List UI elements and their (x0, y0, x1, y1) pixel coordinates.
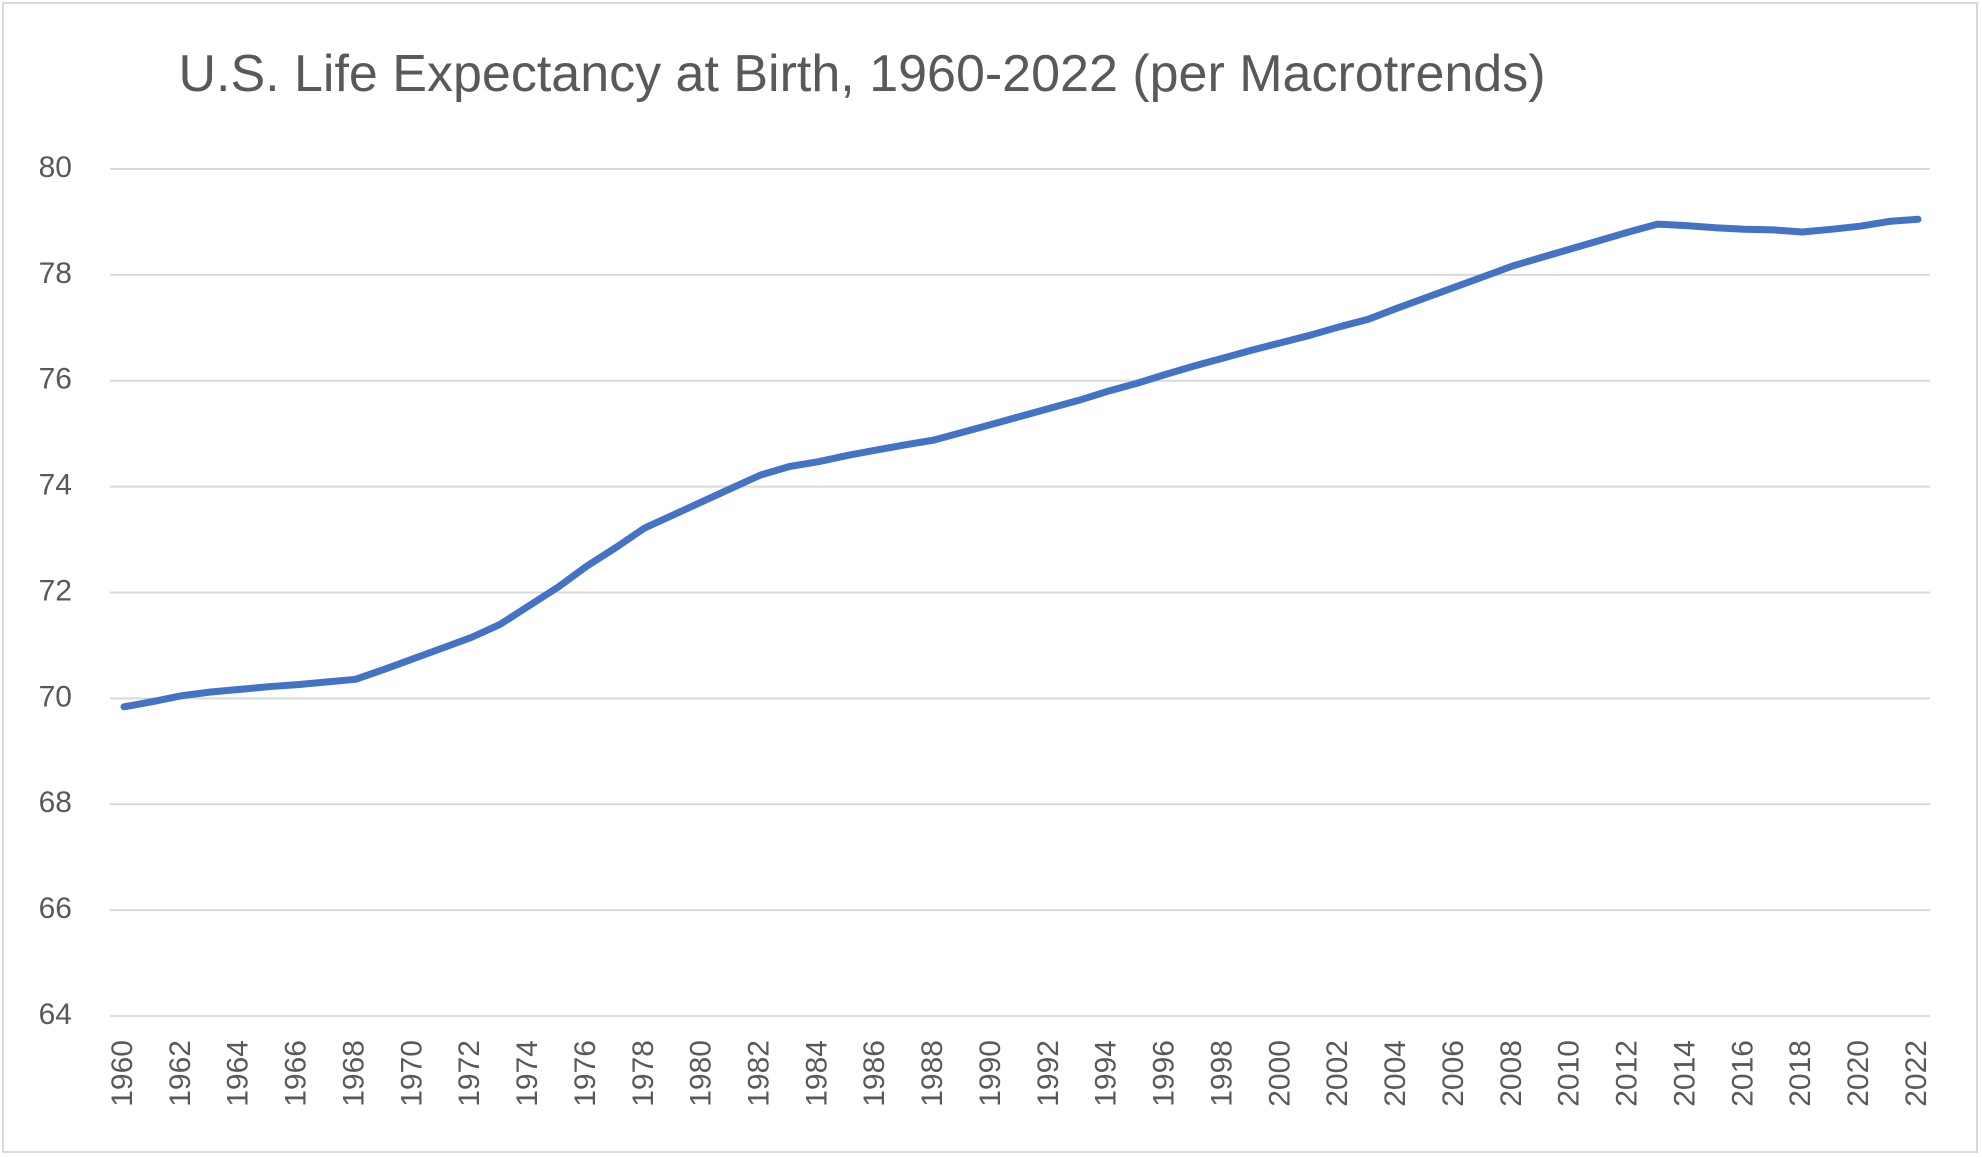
x-tick-label: 2018 (1784, 1040, 1817, 1107)
y-axis-tick-labels: 64 66 68 70 72 74 76 78 80 (39, 151, 72, 1031)
x-tick-label: 2004 (1379, 1040, 1412, 1107)
y-tick-label: 76 (39, 363, 72, 396)
series-line (120, 215, 1922, 711)
chart-title: U.S. Life Expectancy at Birth, 1960-2022… (178, 45, 1546, 103)
x-tick-label: 1984 (800, 1040, 833, 1107)
x-tick-label: 2020 (1842, 1040, 1875, 1107)
x-tick-label: 1982 (743, 1040, 776, 1107)
x-tick-label: 2014 (1668, 1040, 1701, 1107)
x-tick-label: 1990 (974, 1040, 1007, 1107)
x-tick-label: 1986 (858, 1040, 891, 1107)
series-group (120, 215, 1922, 711)
x-tick-label: 2012 (1611, 1040, 1644, 1107)
y-tick-label: 68 (39, 786, 72, 819)
x-tick-label: 1960 (106, 1040, 139, 1107)
y-tick-label: 72 (39, 574, 72, 607)
x-tick-label: 2006 (1437, 1040, 1470, 1107)
y-tick-label: 74 (39, 469, 72, 502)
x-tick-label: 1980 (685, 1040, 718, 1107)
gridlines (110, 168, 1930, 1017)
y-tick-label: 78 (39, 257, 72, 290)
x-tick-label: 1992 (1032, 1040, 1065, 1107)
y-tick-label: 80 (39, 151, 72, 184)
y-tick-label: 66 (39, 892, 72, 925)
x-tick-label: 1966 (280, 1040, 313, 1107)
x-tick-label: 2002 (1321, 1040, 1354, 1107)
y-tick-label: 64 (39, 998, 72, 1031)
x-axis-tick-labels: 1960 1962 1964 1966 1968 1970 1972 1974 1976 1978… (106, 1040, 1933, 1107)
x-tick-label: 1978 (627, 1040, 660, 1107)
x-tick-label: 1974 (511, 1040, 544, 1107)
x-tick-label: 1968 (337, 1040, 370, 1107)
x-tick-label: 1996 (1148, 1040, 1181, 1107)
x-tick-label: 2010 (1553, 1040, 1586, 1107)
x-tick-label: 1988 (916, 1040, 949, 1107)
x-tick-label: 2016 (1726, 1040, 1759, 1107)
x-tick-label: 1976 (569, 1040, 602, 1107)
x-tick-label: 1970 (395, 1040, 428, 1107)
x-tick-label: 1994 (1090, 1040, 1123, 1107)
x-tick-label: 2022 (1900, 1040, 1933, 1107)
x-tick-label: 1962 (164, 1040, 197, 1107)
x-tick-label: 2008 (1495, 1040, 1528, 1107)
y-tick-label: 70 (39, 680, 72, 713)
x-tick-label: 2000 (1263, 1040, 1296, 1107)
x-tick-label: 1972 (453, 1040, 486, 1107)
x-tick-label: 1998 (1205, 1040, 1238, 1107)
x-tick-label: 1964 (222, 1040, 255, 1107)
